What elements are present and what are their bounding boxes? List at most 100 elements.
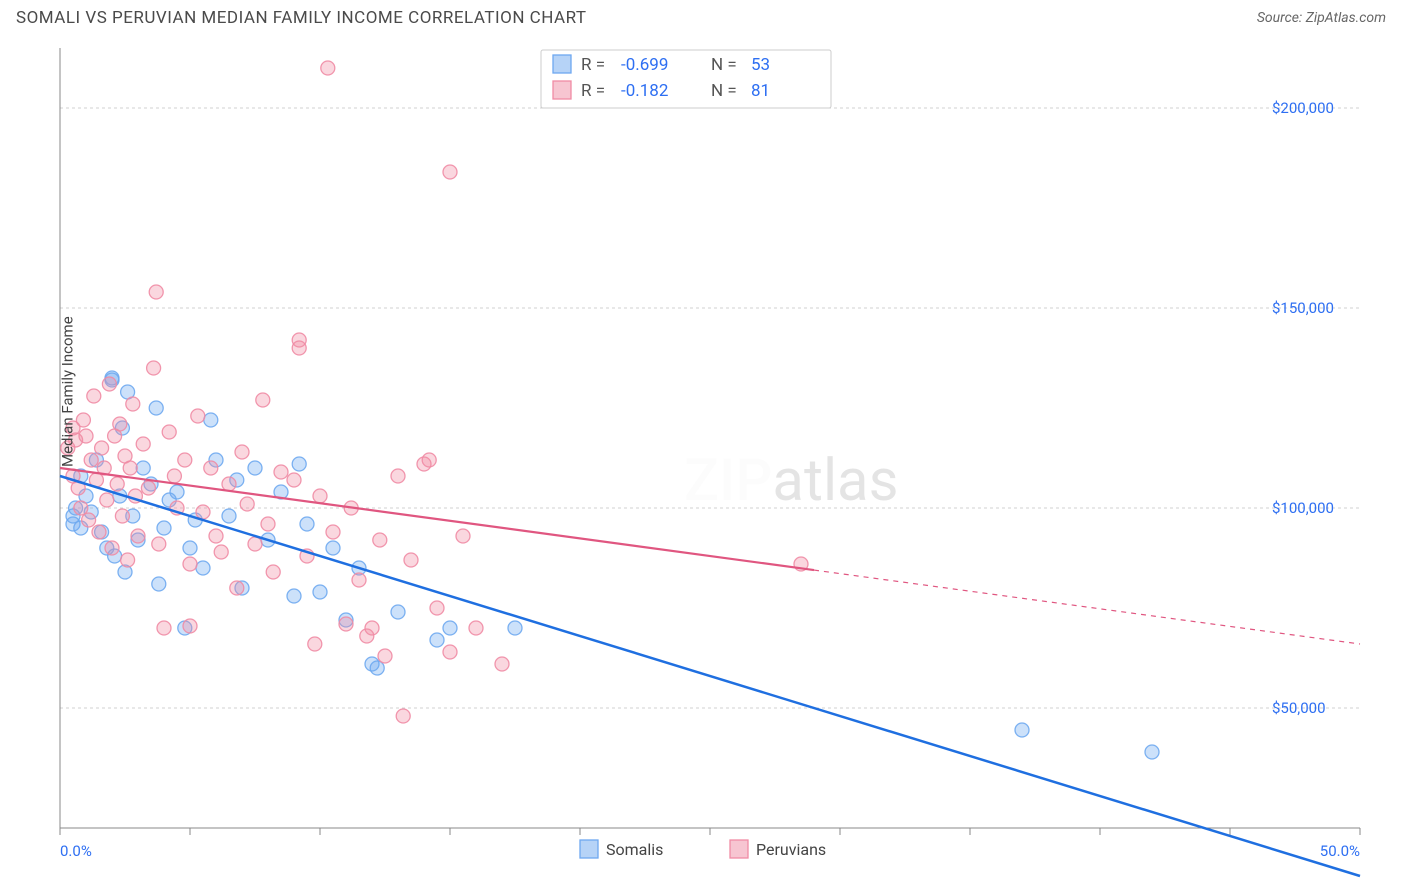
data-point [136,461,150,475]
data-point [248,461,262,475]
data-point [157,521,171,535]
data-point [84,453,98,467]
data-point [430,633,444,647]
data-point [131,529,145,543]
data-point [235,445,249,459]
data-point [110,477,124,491]
data-point [430,601,444,615]
data-point [266,565,280,579]
data-point [136,437,150,451]
data-point [149,285,163,299]
data-point [287,589,301,603]
legend-n-value: 81 [751,81,770,101]
legend-series-label: Peruvians [756,840,826,859]
data-point [292,341,306,355]
data-point [240,497,254,511]
data-point [443,645,457,659]
data-point [469,621,483,635]
legend-swatch [730,840,748,858]
data-point [204,461,218,475]
data-point [100,493,114,507]
y-tick-label: $100,000 [1272,499,1334,517]
legend-r-label: R = [581,55,605,75]
data-point [74,501,88,515]
data-point [1015,723,1029,737]
data-point [214,545,228,559]
data-point [121,553,135,567]
legend-n-label: N = [711,81,737,101]
data-point [87,389,101,403]
data-point [456,529,470,543]
data-point [191,409,205,423]
legend-swatch [553,81,571,99]
chart-title: SOMALI VS PERUVIAN MEDIAN FAMILY INCOME … [16,8,587,28]
data-point [183,541,197,555]
data-point [92,525,106,539]
y-tick-label: $150,000 [1272,299,1334,317]
correlation-chart: $50,000$100,000$150,000$200,000ZIPatlas0… [50,38,1370,878]
data-point [443,165,457,179]
data-point [300,517,314,531]
data-point [204,413,218,427]
data-point [196,505,210,519]
data-point [152,537,166,551]
data-point [292,457,306,471]
data-point [256,393,270,407]
data-point [222,477,236,491]
data-point [391,605,405,619]
data-point [313,489,327,503]
data-point [230,581,244,595]
chart-container: Median Family Income $50,000 $100,000 $150… [50,38,1386,878]
data-point [287,473,301,487]
legend-n-label: N = [711,55,737,75]
data-point [365,621,379,635]
x-tick-label-right: 50.0% [1320,842,1360,860]
data-point [326,541,340,555]
data-point [126,397,140,411]
data-point [102,377,116,391]
legend-n-value: 53 [751,55,770,75]
data-point [404,553,418,567]
legend-r-value: -0.182 [621,81,668,101]
data-point [79,429,93,443]
data-point [248,537,262,551]
data-point [141,481,155,495]
data-point [373,533,387,547]
legend-swatch [580,840,598,858]
y-tick-label: $200,000 [1272,99,1334,117]
data-point [339,617,353,631]
data-point [183,619,197,633]
data-point [82,513,96,527]
data-point [222,509,236,523]
data-point [95,441,109,455]
data-point [352,573,366,587]
chart-header: SOMALI VS PERUVIAN MEDIAN FAMILY INCOME … [0,0,1406,32]
data-point [495,657,509,671]
legend-series-label: Somalis [606,840,663,859]
y-tick-label: $50,000 [1272,699,1326,717]
chart-source: Source: ZipAtlas.com [1257,10,1386,26]
data-point [370,661,384,675]
data-point [1145,745,1159,759]
y-axis-label: Median Family Income [58,316,76,467]
x-tick-label-left: 0.0% [60,842,92,860]
data-point [123,461,137,475]
data-point [167,469,181,483]
data-point [76,413,90,427]
legend-r-value: -0.699 [621,55,668,75]
data-point [396,709,410,723]
data-point [115,509,129,523]
regression-line-extrapolated [814,570,1360,644]
data-point [326,525,340,539]
data-point [149,401,163,415]
data-point [391,469,405,483]
data-point [308,637,322,651]
data-point [422,453,436,467]
data-point [183,557,197,571]
data-point [261,517,275,531]
data-point [178,453,192,467]
data-point [196,561,210,575]
data-point [508,621,522,635]
data-point [274,465,288,479]
data-point [113,417,127,431]
